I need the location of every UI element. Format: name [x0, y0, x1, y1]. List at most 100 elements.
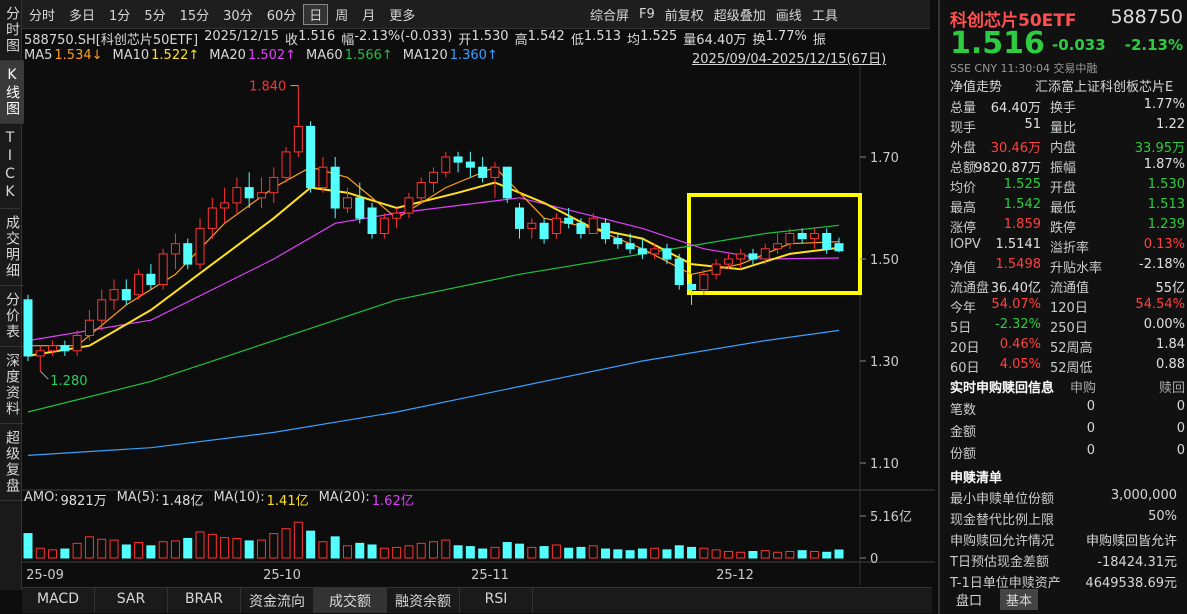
- period-tab[interactable]: 1分: [109, 8, 131, 24]
- candle-body: [269, 176, 279, 194]
- quote-value: 55亿: [1155, 281, 1185, 296]
- info-item: 高 1.542: [515, 29, 565, 48]
- period-tab[interactable]: 日: [303, 3, 329, 25]
- volume-bar: [502, 542, 512, 559]
- quote-label: 20日: [950, 341, 980, 356]
- annotation-line: [39, 370, 49, 380]
- quote-label: 总量: [950, 101, 977, 116]
- period-tab[interactable]: 周: [335, 8, 349, 24]
- side-tab[interactable]: 分时图: [0, 0, 24, 61]
- bottom-tab[interactable]: 融资余额: [387, 588, 460, 613]
- volume-bar: [318, 541, 328, 559]
- info-label: 收: [285, 33, 299, 48]
- side-tab[interactable]: 分价表: [0, 286, 24, 347]
- volume-bar: [551, 544, 561, 559]
- side-tab[interactable]: 深度资料: [0, 347, 24, 424]
- x-label: 25-11: [471, 568, 509, 583]
- period-tab[interactable]: 分时: [29, 8, 56, 24]
- candle-body: [342, 197, 352, 209]
- info-value: 1.525: [640, 29, 678, 44]
- period-tab[interactable]: 15分: [179, 8, 210, 24]
- candle-body: [760, 248, 770, 260]
- info-value: -2.13%(-0.033): [354, 29, 453, 44]
- candle-body: [232, 187, 242, 204]
- side-tab[interactable]: K线图: [0, 61, 24, 124]
- info-label: 幅: [341, 33, 355, 48]
- volume-bar: [367, 544, 377, 559]
- ma-name: MA10: [112, 48, 150, 63]
- bottom-tab[interactable]: BRAR: [168, 588, 241, 613]
- candle-body: [490, 166, 500, 178]
- panel-tab[interactable]: 基本: [1000, 589, 1039, 610]
- quote-value: 54.07%: [991, 297, 1041, 312]
- volume-bar: [613, 549, 623, 559]
- tool-button: 综合屏: [590, 8, 630, 24]
- period-tab[interactable]: 30分: [223, 8, 253, 24]
- info-label: 振: [812, 33, 826, 48]
- side-tab[interactable]: TICK: [0, 124, 20, 209]
- candle-body: [72, 335, 82, 352]
- side-tab[interactable]: 超级复盘: [0, 424, 24, 501]
- candle-body: [687, 284, 697, 291]
- info-item: 均 1.525: [627, 29, 677, 48]
- quote-value: 1.859: [1003, 217, 1041, 232]
- panel-tab[interactable]: 盘口: [956, 594, 983, 609]
- bottom-tab[interactable]: 成交额: [314, 588, 387, 613]
- period-tab[interactable]: 5分: [144, 8, 166, 24]
- list-cell: -18424.31元: [1097, 555, 1177, 570]
- period-tab[interactable]: 更多: [389, 8, 416, 24]
- quote-label: 流通值: [1050, 281, 1090, 296]
- info-item: 量 64.40万: [683, 29, 746, 48]
- period-tab[interactable]: 月: [362, 8, 376, 24]
- volume-bar: [269, 533, 279, 559]
- ma-line: [27, 329, 840, 456]
- bottom-tab[interactable]: SAR: [95, 588, 168, 613]
- volume-bar: [637, 548, 647, 559]
- quote-value: -2.32%: [995, 317, 1041, 332]
- quote-label: 52周高: [1050, 341, 1093, 356]
- volume-header: AMO: 9821万 MA(5): 1.48亿 MA(10): 1.41亿 MA(20): 1…: [24, 490, 418, 509]
- ma-value: 1.522↑: [151, 48, 200, 63]
- candle-body: [330, 166, 340, 209]
- quote-label: 跌停: [1050, 221, 1077, 236]
- candle-body: [109, 289, 119, 301]
- quote-value: 36.40亿: [990, 281, 1041, 296]
- ma-line: [27, 197, 840, 342]
- candle-body: [822, 233, 832, 250]
- bottom-tabs: MACD SAR BRAR 资金流向 成交额 融资余额 RSI: [22, 587, 932, 613]
- candle-body: [220, 202, 230, 209]
- volume-bar: [834, 549, 844, 559]
- tool-button: 前复权: [664, 8, 704, 24]
- list-cell: T-1日单位申赎资产: [950, 576, 1061, 591]
- quote-label: 换手: [1050, 101, 1077, 116]
- candle-body: [723, 258, 733, 265]
- bottom-tab[interactable]: 资金流向: [241, 588, 314, 613]
- bottom-tab[interactable]: MACD: [22, 588, 95, 613]
- period-tab[interactable]: 多日: [69, 8, 96, 24]
- quote-label: 振幅: [1050, 161, 1077, 176]
- volume-bar: [539, 546, 549, 559]
- quote-value: 1.525: [1003, 177, 1041, 192]
- toolbar: 分时 多日 1分 5分 15分 30分 60分日周月更多: [22, 0, 930, 29]
- chart: 1.10 1.30 1.50 1.70 1.840 1.280 5.16亿 0 25-09 25-…: [22, 66, 935, 585]
- y-tick-label: 0: [870, 552, 878, 567]
- bottom-tab[interactable]: RSI: [460, 588, 533, 613]
- info-label: 高: [514, 33, 528, 48]
- quote-label: 升贴水率: [1050, 261, 1103, 276]
- volume-bar: [35, 547, 45, 559]
- volume-label: MA(20):: [318, 490, 370, 505]
- candle-body: [601, 222, 611, 240]
- quote-label: 60日: [950, 361, 980, 376]
- candle-body: [293, 125, 303, 153]
- side-tab[interactable]: 成交明细: [0, 209, 24, 286]
- list-cell: 4649538.69元: [1085, 576, 1177, 591]
- period-tab[interactable]: 60分: [266, 8, 297, 24]
- nav-label: 净值走势: [950, 80, 1003, 95]
- volume-bar: [330, 536, 340, 559]
- quote-value: 0.13%: [1143, 237, 1185, 252]
- y-tick-label: 1.70: [870, 151, 899, 166]
- candle-body: [416, 182, 426, 199]
- volume-bar: [281, 528, 291, 559]
- candle-body: [551, 217, 561, 234]
- volume-bar: [478, 548, 488, 559]
